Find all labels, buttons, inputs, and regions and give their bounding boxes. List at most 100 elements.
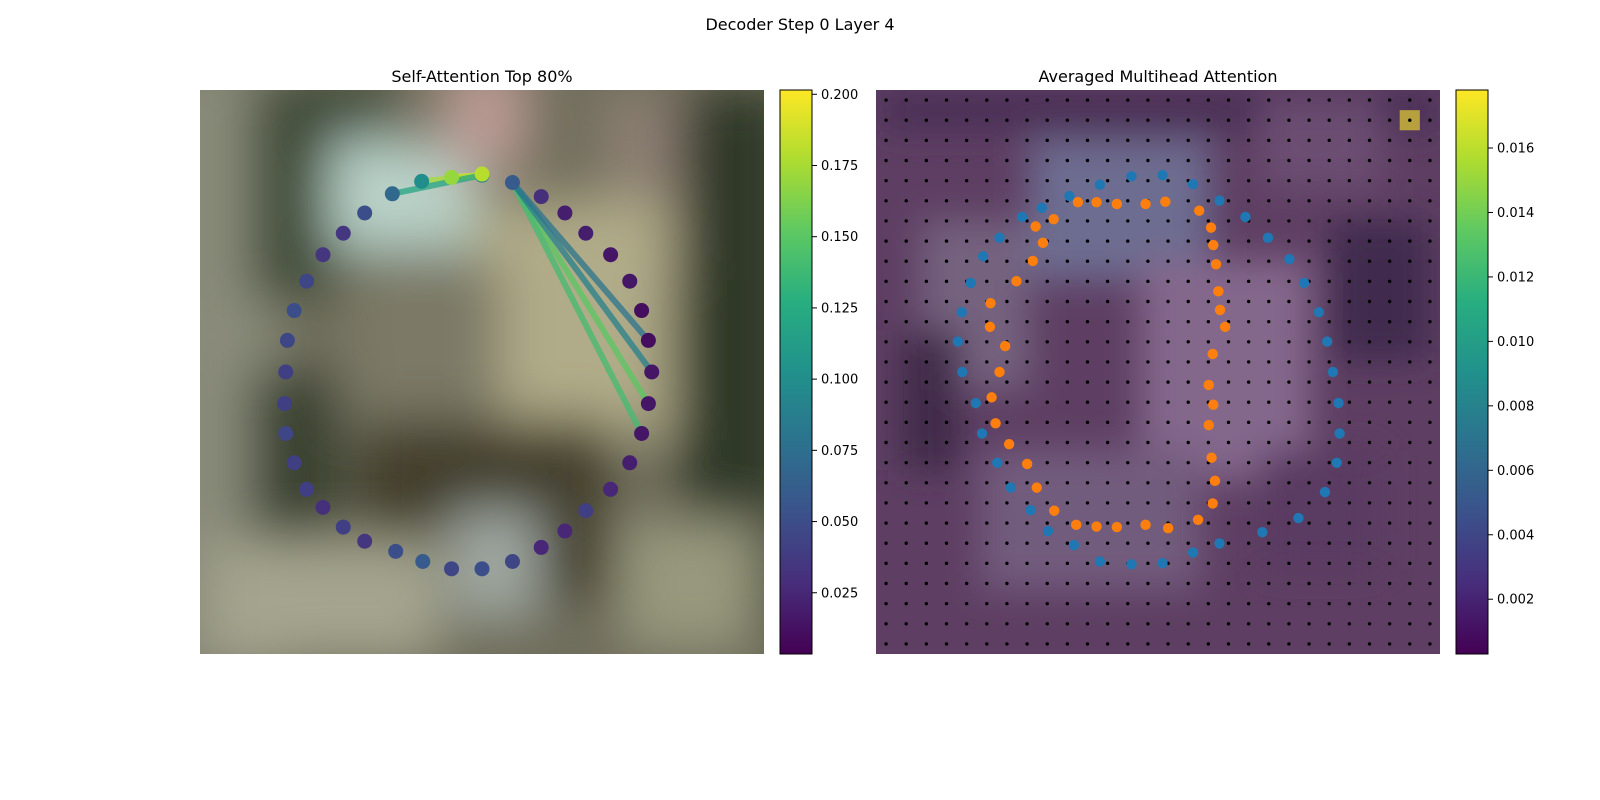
grid-point xyxy=(1206,340,1211,344)
grid-point xyxy=(924,279,929,284)
grid-point xyxy=(1025,380,1029,384)
grid-point xyxy=(1408,380,1412,384)
grid-point xyxy=(1105,299,1110,304)
grid-point xyxy=(904,642,908,646)
grid-point xyxy=(1025,138,1029,143)
grid-point xyxy=(1126,481,1130,485)
grid-point xyxy=(1327,460,1331,465)
grid-point xyxy=(1408,360,1412,364)
grid-point xyxy=(1428,642,1432,646)
grid-point xyxy=(1146,400,1150,404)
grid-point xyxy=(1428,279,1432,284)
grid-point xyxy=(1005,299,1009,304)
grid-point xyxy=(1105,340,1110,344)
grid-point xyxy=(1226,501,1231,505)
grid-point xyxy=(1105,380,1110,384)
grid-point xyxy=(1085,138,1090,143)
grid-point xyxy=(1126,521,1130,525)
grid-point xyxy=(1085,299,1090,304)
grid-point xyxy=(1126,138,1130,143)
attention-edge xyxy=(389,172,485,197)
grid-point xyxy=(1246,118,1251,122)
grid-point xyxy=(924,199,929,203)
self-attention-background xyxy=(200,90,764,654)
grid-point xyxy=(884,319,888,324)
series-a-point xyxy=(1293,512,1304,524)
grid-point xyxy=(1005,360,1009,364)
series-b-point xyxy=(1091,197,1102,208)
grid-point xyxy=(1327,541,1331,545)
grid-point xyxy=(1408,340,1412,344)
grid-point xyxy=(1206,138,1211,143)
grid-point xyxy=(1367,239,1372,243)
grid-point xyxy=(1387,581,1392,586)
grid-point xyxy=(985,380,989,384)
grid-point xyxy=(1045,219,1049,223)
grid-point xyxy=(1126,501,1130,505)
grid-point xyxy=(1387,642,1392,646)
grid-point xyxy=(1166,259,1170,263)
series-b-point xyxy=(1193,205,1205,216)
grid-point xyxy=(924,622,929,626)
grid-point xyxy=(1226,360,1231,364)
colorbar-tick-label: 0.050 xyxy=(821,515,858,530)
grid-point xyxy=(964,481,969,485)
grid-point xyxy=(1347,299,1352,304)
grid-point xyxy=(1408,460,1412,465)
attention-point xyxy=(414,173,430,189)
grid-point xyxy=(1126,440,1130,445)
grid-point xyxy=(1186,581,1190,586)
colorbar-tick-label: 0.200 xyxy=(821,88,858,103)
series-a-point xyxy=(977,251,989,262)
series-b-point xyxy=(1021,458,1033,470)
grid-point xyxy=(1085,460,1090,465)
grid-point xyxy=(1408,440,1412,445)
grid-point xyxy=(985,199,989,203)
grid-point xyxy=(884,420,888,425)
grid-point xyxy=(1206,541,1211,545)
grid-point xyxy=(884,561,888,566)
grid-point xyxy=(1085,601,1090,606)
grid-point xyxy=(1045,481,1049,485)
grid-point xyxy=(1307,400,1311,404)
grid-point xyxy=(1267,138,1271,143)
grid-point xyxy=(1146,420,1150,425)
grid-point xyxy=(924,541,929,545)
grid-point xyxy=(964,219,969,223)
grid-point xyxy=(1005,279,1009,284)
grid-point xyxy=(1226,420,1231,425)
grid-point xyxy=(1186,239,1190,243)
grid-point xyxy=(1146,561,1150,566)
colorbar-tick-label: 0.004 xyxy=(1497,528,1534,543)
grid-point xyxy=(1387,158,1392,163)
grid-point xyxy=(904,279,908,284)
grid-point xyxy=(1287,481,1291,485)
series-a-point xyxy=(1240,211,1251,223)
grid-point xyxy=(1226,601,1231,606)
series-b-point xyxy=(1162,523,1174,534)
grid-point xyxy=(1267,581,1271,586)
attention-edge xyxy=(509,179,652,344)
grid-point xyxy=(1307,158,1311,163)
grid-point xyxy=(1166,380,1170,384)
series-a-point xyxy=(957,366,968,378)
grid-point xyxy=(1267,340,1271,344)
grid-point xyxy=(1408,158,1412,163)
grid-point xyxy=(1287,581,1291,586)
grid-point xyxy=(1428,420,1432,425)
grid-point xyxy=(904,178,908,183)
grid-point xyxy=(1065,420,1070,425)
grid-point xyxy=(1186,319,1190,324)
series-b-point xyxy=(994,366,1005,378)
grid-point xyxy=(924,561,929,566)
attention-point xyxy=(286,303,302,319)
grid-point xyxy=(1025,279,1029,284)
grid-point xyxy=(1367,420,1372,425)
grid-point xyxy=(1408,622,1412,626)
grid-point xyxy=(1327,521,1331,525)
grid-point xyxy=(1085,561,1090,566)
grid-point xyxy=(1387,118,1392,122)
grid-point xyxy=(1246,380,1251,384)
grid-point xyxy=(944,138,949,143)
attention-point xyxy=(603,247,619,263)
